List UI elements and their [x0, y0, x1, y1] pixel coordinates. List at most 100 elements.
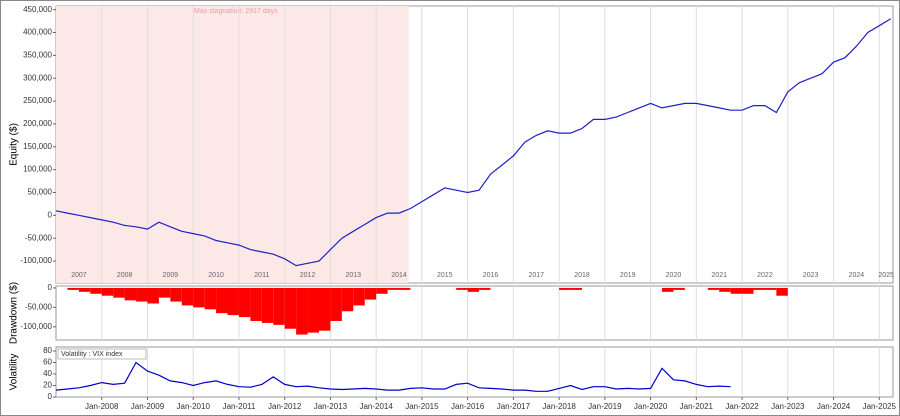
y-tick-label: 250,000 [23, 96, 52, 105]
x-tick-label: Jan-2015 [405, 402, 439, 411]
x-tick-label: Jan-2009 [131, 402, 165, 411]
y-tick-label: 0 [48, 283, 53, 292]
year-label: 2019 [620, 272, 636, 279]
bar [742, 287, 754, 294]
y-tick-label: 300,000 [23, 73, 52, 82]
bar [570, 287, 582, 290]
y-tick-label: 100,000 [23, 165, 52, 174]
x-tick-label: Jan-2013 [314, 402, 348, 411]
y-axis-label: Drawdown ($) [9, 282, 20, 344]
bar [147, 287, 159, 304]
bar [399, 287, 411, 290]
y-tick-label: -50,000 [25, 302, 53, 311]
year-label: 2008 [117, 272, 133, 279]
bar [284, 287, 297, 329]
year-label: 2022 [757, 272, 773, 279]
bar [456, 287, 468, 290]
y-tick-label: 80 [43, 346, 52, 355]
x-tick-label: Jan-2016 [451, 402, 485, 411]
bar [719, 287, 731, 292]
bar [170, 287, 182, 302]
bar [673, 287, 685, 290]
year-label: 2021 [711, 272, 727, 279]
bar [387, 287, 400, 290]
bar [753, 287, 765, 290]
year-label: 2015 [437, 272, 453, 279]
bar [341, 287, 354, 312]
bar [318, 287, 331, 331]
line [55, 361, 731, 392]
year-label: 2009 [163, 272, 179, 279]
bar [662, 287, 674, 292]
bar [238, 287, 251, 318]
bar [376, 287, 388, 294]
bar [124, 287, 137, 301]
x-tick-label: Jan-2014 [359, 402, 393, 411]
y-tick-label: 50,000 [28, 188, 53, 197]
bar [776, 287, 788, 296]
x-tick-label: Jan-2020 [634, 402, 668, 411]
x-tick-label: Jan-2025 [863, 402, 897, 411]
legend-box [57, 348, 147, 360]
bar [90, 287, 102, 294]
year-label: 2011 [254, 272, 269, 279]
bar [193, 287, 205, 308]
x-tick-label: Jan-2024 [817, 402, 851, 411]
legend-label: Volatility : VIX index [61, 351, 123, 358]
x-tick-label: Jan-2021 [680, 402, 714, 411]
bar [136, 287, 148, 302]
bar [250, 287, 262, 321]
y-axis-label: Equity ($) [9, 123, 20, 166]
bar [204, 287, 217, 310]
x-tick-label: Jan-2008 [85, 402, 119, 411]
bar [353, 287, 365, 306]
bar [101, 287, 114, 296]
year-label: 2013 [346, 272, 362, 279]
bar [479, 287, 491, 290]
y-tick-label: 20 [43, 381, 52, 390]
bar [307, 287, 319, 333]
y-axis-label: Volatility [9, 354, 20, 391]
year-label: 2007 [71, 272, 87, 279]
y-tick-label: 0 [48, 392, 53, 401]
bar [261, 287, 274, 323]
year-label: 2014 [391, 272, 407, 279]
x-tick-label: Jan-2012 [268, 402, 302, 411]
y-tick-label: 200,000 [23, 119, 52, 128]
stagnation-band [56, 6, 409, 283]
year-label: 2024 [849, 272, 865, 279]
bar [764, 287, 777, 290]
x-tick-label: Jan-2018 [542, 402, 576, 411]
bar [707, 287, 720, 290]
bar [158, 287, 171, 298]
x-tick-label: Jan-2019 [588, 402, 622, 411]
bar [273, 287, 285, 325]
y-tick-label: -50,000 [25, 233, 53, 242]
y-tick-label: 60 [43, 358, 52, 367]
y-tick-label: 350,000 [23, 50, 52, 59]
y-tick-label: 0 [48, 210, 53, 219]
bar [216, 287, 228, 314]
bar [364, 287, 377, 300]
year-label: 2023 [803, 272, 819, 279]
line [55, 18, 892, 267]
x-tick-label: Jan-2017 [497, 402, 531, 411]
plot-area [55, 346, 894, 398]
year-label: 2010 [208, 272, 224, 279]
y-tick-label: -100,000 [20, 256, 52, 265]
x-tick-label: Jan-2023 [771, 402, 805, 411]
bar [296, 287, 308, 335]
bar [67, 287, 79, 290]
y-tick-label: 40 [43, 369, 52, 378]
x-tick-label: Jan-2010 [177, 402, 211, 411]
bar [78, 287, 91, 292]
x-tick-label: Jan-2011 [223, 402, 256, 411]
bar [113, 287, 125, 298]
bar [559, 287, 571, 290]
stagnation-label: Max stagnation: 2917 days [194, 8, 278, 15]
year-label: 2020 [666, 272, 682, 279]
y-tick-label: 400,000 [23, 28, 52, 37]
y-tick-label: -100,000 [20, 322, 52, 331]
year-label: 2017 [528, 272, 544, 279]
